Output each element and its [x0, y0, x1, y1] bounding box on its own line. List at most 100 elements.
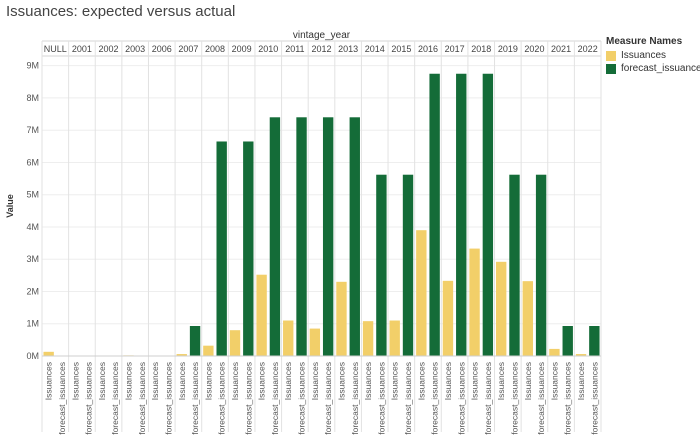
y-tick-label: 7M: [26, 125, 39, 135]
bar-issuances-2016: [416, 230, 427, 356]
x-measure-label: Issuances: [150, 362, 160, 400]
bar-issuances-2012: [309, 328, 321, 356]
x-measure-label: forecast_issuances: [84, 362, 94, 435]
x-measure-label: forecast_issuances: [563, 362, 573, 435]
legend-swatch-forecast: [606, 63, 616, 74]
x-measure-label: Issuances: [549, 362, 559, 400]
column-header-2008: 2008: [205, 44, 225, 54]
bar-issuances-2017: [442, 280, 454, 356]
x-measure-label: Issuances: [443, 362, 453, 400]
x-measure-label: Issuances: [470, 362, 480, 400]
column-header-2017: 2017: [445, 44, 465, 54]
bar-forecast-2007: [189, 326, 201, 356]
x-measure-label: Issuances: [44, 362, 54, 400]
column-header-NULL: NULL: [44, 44, 67, 54]
legend-label-forecast: forecast_issuances: [621, 63, 700, 74]
bar-issuances-2020: [522, 281, 533, 356]
bar-issuances-NULL: [43, 351, 54, 356]
column-header-2003: 2003: [125, 44, 145, 54]
x-measure-label: forecast_issuances: [403, 362, 413, 435]
bar-forecast-2019: [509, 174, 520, 356]
legend-item-issuances[interactable]: Issuances: [606, 50, 700, 61]
column-header-2002: 2002: [99, 44, 119, 54]
column-header-2022: 2022: [578, 44, 598, 54]
x-measure-label: forecast_issuances: [430, 362, 440, 435]
chart-title: Issuances: expected versus actual: [6, 3, 236, 20]
column-header-2001: 2001: [72, 44, 92, 54]
column-header-2019: 2019: [498, 44, 518, 54]
bar-issuances-2021: [549, 348, 560, 356]
bar-forecast-2010: [269, 117, 281, 357]
bar-issuances-2009: [229, 330, 241, 356]
x-measure-label: forecast_issuances: [323, 362, 333, 435]
column-header-2013: 2013: [338, 44, 358, 54]
y-tick-label: 4M: [26, 222, 39, 232]
column-header-2011: 2011: [285, 44, 304, 54]
x-measure-label: forecast_issuances: [589, 362, 599, 435]
column-header-2009: 2009: [232, 44, 252, 54]
bar-forecast-2014: [376, 174, 387, 356]
x-measure-label: forecast_issuances: [456, 362, 466, 435]
column-header-2007: 2007: [178, 44, 198, 54]
column-header-2014: 2014: [365, 44, 385, 54]
column-header-2010: 2010: [258, 44, 278, 54]
bar-forecast-2018: [482, 73, 494, 356]
bar-forecast-2021: [562, 326, 573, 356]
x-measure-label: Issuances: [230, 362, 240, 400]
bar-forecast-2008: [216, 141, 227, 356]
legend-label-issuances: Issuances: [621, 50, 667, 61]
x-measure-label: Issuances: [363, 362, 373, 400]
x-measure-label: Issuances: [496, 362, 506, 400]
column-header-2006: 2006: [152, 44, 172, 54]
bar-issuances-2014: [362, 321, 374, 356]
y-tick-label: 0M: [26, 351, 39, 361]
x-measure-label: Issuances: [310, 362, 320, 400]
x-measure-label: forecast_issuances: [376, 362, 386, 435]
x-measure-label: Issuances: [124, 362, 134, 400]
bar-issuances-2010: [256, 274, 267, 356]
bar-issuances-2013: [336, 281, 347, 356]
y-tick-label: 6M: [26, 157, 39, 167]
x-measure-label: forecast_issuances: [536, 362, 546, 435]
legend-swatch-issuances: [606, 50, 616, 61]
bar-issuances-2022: [575, 354, 587, 356]
column-header-label: vintage_year: [293, 30, 351, 41]
bar-issuances-2008: [203, 345, 214, 356]
bar-forecast-2012: [322, 117, 334, 357]
y-tick-label: 5M: [26, 190, 39, 200]
bar-forecast-2013: [349, 117, 360, 357]
y-axis-title: Value: [5, 194, 15, 218]
bar-forecast-2009: [243, 141, 254, 356]
x-measure-label: forecast_issuances: [57, 362, 67, 435]
bar-forecast-2022: [589, 326, 600, 356]
bar-forecast-2020: [535, 174, 547, 356]
x-measure-label: Issuances: [97, 362, 107, 400]
x-measure-label: forecast_issuances: [163, 362, 173, 435]
x-measure-label: Issuances: [257, 362, 267, 400]
legend-item-forecast[interactable]: forecast_issuances: [606, 63, 700, 74]
bar-issuances-2018: [469, 248, 480, 356]
y-tick-label: 1M: [26, 319, 39, 329]
x-measure-label: forecast_issuances: [509, 362, 519, 435]
bar-issuances-2011: [283, 320, 294, 356]
legend-title: Measure Names: [606, 36, 683, 47]
column-header-2018: 2018: [471, 44, 491, 54]
bar-forecast-2016: [429, 73, 440, 356]
y-tick-label: 2M: [26, 286, 39, 296]
column-header-2021: 2021: [551, 44, 571, 54]
y-tick-label: 8M: [26, 93, 39, 103]
bar-forecast-2011: [296, 117, 307, 357]
x-measure-label: Issuances: [177, 362, 187, 400]
x-measure-label: forecast_issuances: [483, 362, 493, 435]
x-measure-label: forecast_issuances: [270, 362, 280, 435]
column-header-2020: 2020: [524, 44, 544, 54]
bar-forecast-2017: [456, 73, 467, 356]
x-measure-label: Issuances: [576, 362, 586, 400]
x-measure-label: forecast_issuances: [350, 362, 360, 435]
x-measure-label: Issuances: [203, 362, 213, 400]
x-measure-label: Issuances: [283, 362, 293, 400]
x-measure-label: Issuances: [336, 362, 346, 400]
x-measure-label: Issuances: [523, 362, 533, 400]
x-measure-label: forecast_issuances: [297, 362, 307, 435]
